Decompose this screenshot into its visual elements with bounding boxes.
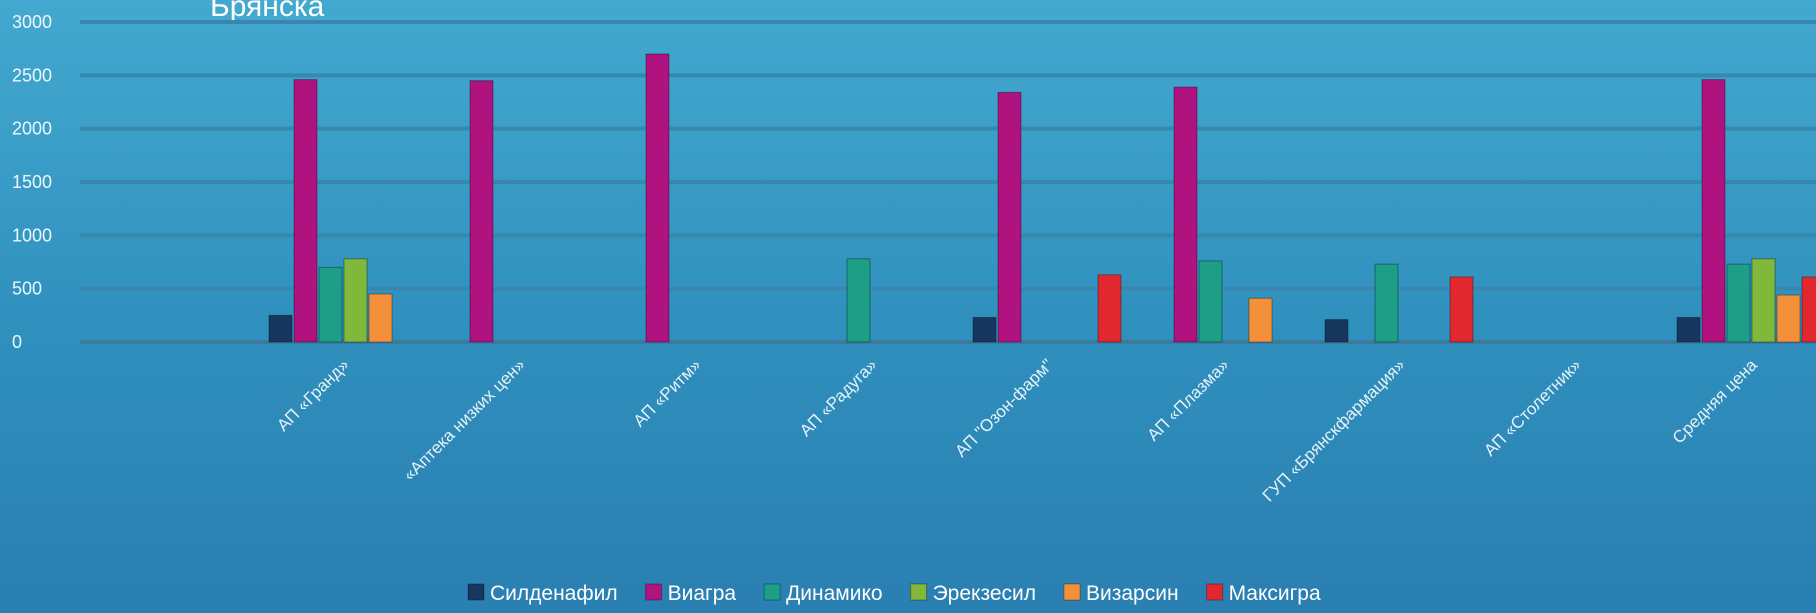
bar [1801, 276, 1816, 343]
bar [1198, 260, 1223, 343]
y-tick-label: 500 [12, 279, 42, 299]
x-axis: АП «Гранд» «Аптека низких цен» АП «Ритм» АП… [273, 355, 1761, 505]
legend-swatch [467, 583, 485, 601]
bar [1173, 86, 1198, 343]
grid-lines [80, 20, 1816, 344]
bar [1324, 319, 1349, 343]
bar [469, 80, 494, 343]
x-tick-label: АП «Гранд» [273, 355, 353, 435]
y-tick-label: 0 [12, 332, 22, 352]
x-tick-label: АП «Плазма» [1143, 355, 1232, 444]
bar [1248, 297, 1273, 343]
bar [1449, 276, 1474, 343]
legend-label: Визарсин [1086, 582, 1179, 605]
y-tick-label: 3000 [12, 12, 52, 32]
bar [1374, 263, 1399, 343]
bars [268, 53, 1816, 343]
x-tick-label: «Аптека низких цен» [400, 355, 529, 484]
x-tick-label: Средняя цена [1669, 355, 1761, 447]
bar [343, 258, 368, 343]
y-tick-label: 1500 [12, 172, 52, 192]
y-tick-label: 2500 [12, 65, 52, 85]
legend-label: Максигра [1229, 582, 1321, 605]
legend-swatch [763, 583, 781, 601]
legend-label: Динамико [786, 582, 883, 605]
bar [1097, 274, 1122, 343]
legend: Силденафил Виагра Динамико Эрекзесил Визарси… [467, 582, 1321, 605]
bar [1776, 294, 1801, 343]
legend-swatch [645, 583, 663, 601]
legend-label: Виагра [668, 582, 737, 605]
legend-swatch [1063, 583, 1081, 601]
bar [997, 91, 1022, 343]
x-tick-label: АП «Столетник» [1480, 355, 1585, 460]
bar [1701, 79, 1726, 343]
bar [318, 266, 343, 343]
bar [1726, 263, 1751, 343]
bar [293, 79, 318, 343]
bar [846, 258, 871, 343]
legend-label: Силденафил [490, 582, 618, 605]
bar [1751, 258, 1776, 343]
x-tick-label: АП «Ритм» [630, 355, 705, 430]
y-axis: 0 500 1000 1500 2000 2500 3000 [12, 12, 52, 352]
bar [1676, 316, 1701, 343]
bar [972, 316, 997, 343]
bar [268, 314, 293, 343]
bar [645, 53, 670, 343]
chart-title: Брянска [210, 0, 325, 23]
legend-swatch [1206, 583, 1224, 601]
y-tick-label: 2000 [12, 119, 52, 139]
x-tick-label: ГУП «Брянскфармация» [1259, 355, 1409, 505]
x-tick-label: АП «Радуга» [796, 355, 881, 440]
legend-swatch [910, 583, 928, 601]
legend-label: Эрекзесил [933, 582, 1036, 605]
bar [368, 293, 393, 343]
x-tick-label: АП "Озон-фарм" [951, 355, 1056, 460]
y-tick-label: 1000 [12, 225, 52, 245]
